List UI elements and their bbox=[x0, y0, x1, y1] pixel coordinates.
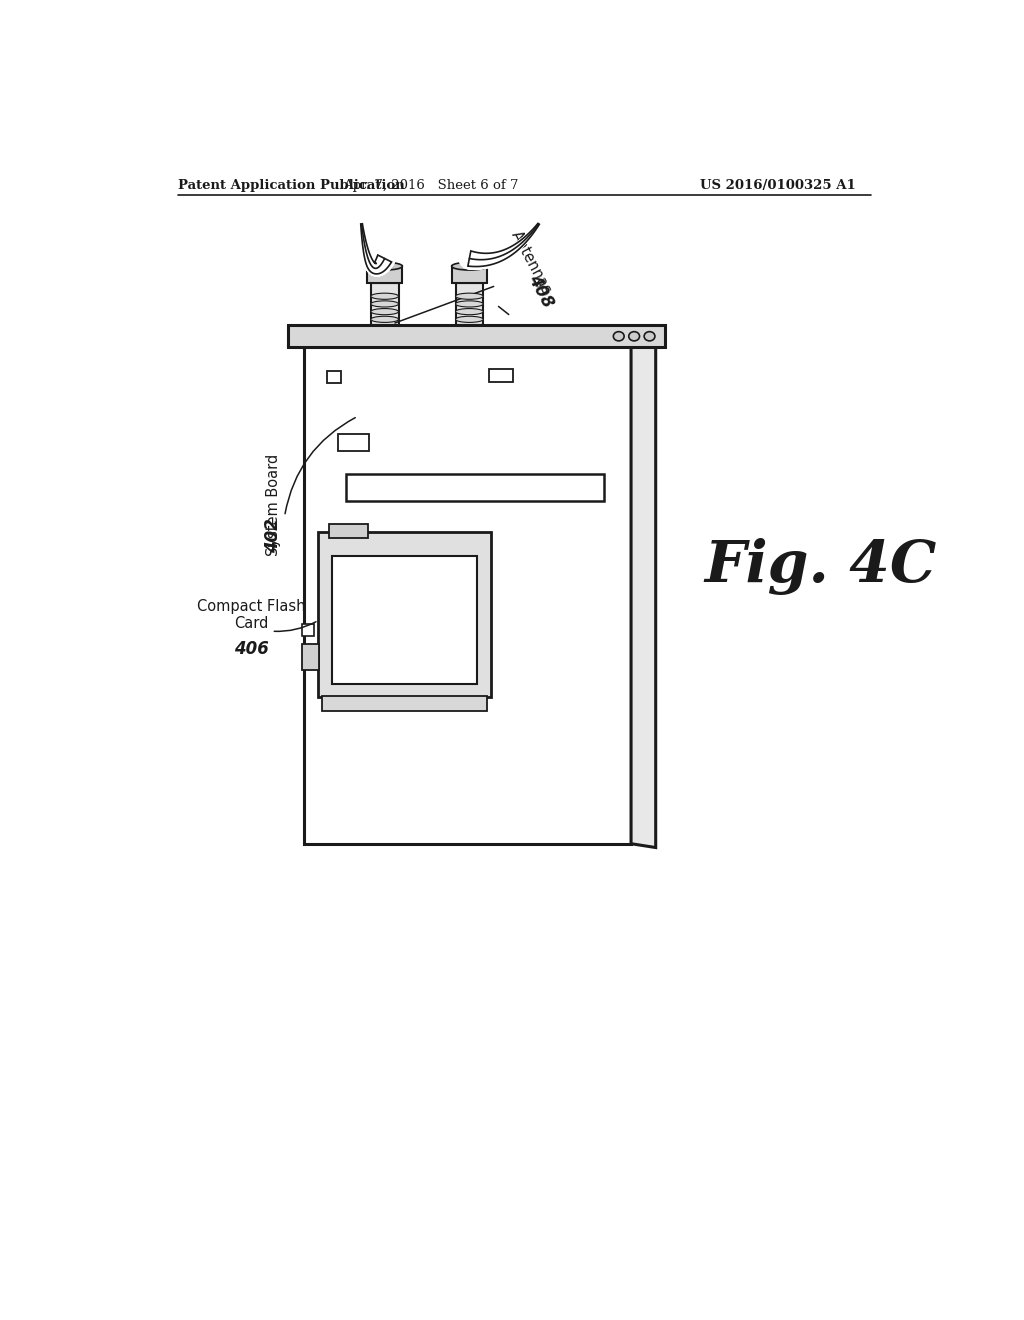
Ellipse shape bbox=[644, 331, 655, 341]
Bar bbox=[330, 524, 368, 539]
Ellipse shape bbox=[371, 293, 398, 300]
Text: 402: 402 bbox=[264, 519, 282, 553]
Bar bbox=[332, 557, 477, 684]
Ellipse shape bbox=[452, 263, 487, 271]
Text: 408: 408 bbox=[524, 271, 557, 310]
Ellipse shape bbox=[456, 301, 483, 308]
Text: Compact Flash
Card: Compact Flash Card bbox=[198, 599, 306, 631]
Bar bbox=[322, 696, 487, 711]
Polygon shape bbox=[289, 326, 665, 347]
Ellipse shape bbox=[456, 309, 483, 314]
Bar bbox=[339, 434, 370, 451]
Ellipse shape bbox=[371, 309, 398, 314]
Text: Fig. 4C: Fig. 4C bbox=[705, 539, 937, 595]
Ellipse shape bbox=[629, 331, 640, 341]
Bar bbox=[317, 532, 490, 697]
Bar bbox=[488, 368, 513, 381]
Bar bbox=[367, 267, 402, 284]
Polygon shape bbox=[631, 331, 655, 847]
Polygon shape bbox=[360, 224, 391, 275]
Text: Patent Application Publication: Patent Application Publication bbox=[178, 178, 406, 191]
Ellipse shape bbox=[371, 301, 398, 308]
Ellipse shape bbox=[456, 317, 483, 322]
Bar bbox=[452, 267, 487, 284]
Text: Apr. 7, 2016   Sheet 6 of 7: Apr. 7, 2016 Sheet 6 of 7 bbox=[343, 178, 518, 191]
Polygon shape bbox=[295, 330, 655, 343]
Ellipse shape bbox=[371, 317, 398, 322]
Text: 406: 406 bbox=[234, 640, 269, 657]
Bar bbox=[346, 474, 604, 502]
Bar bbox=[327, 371, 341, 383]
Bar bbox=[302, 624, 313, 636]
Polygon shape bbox=[304, 343, 631, 843]
Bar bbox=[456, 284, 483, 326]
Bar bbox=[302, 644, 319, 671]
Text: System Board: System Board bbox=[265, 454, 281, 556]
Text: US 2016/0100325 A1: US 2016/0100325 A1 bbox=[700, 178, 856, 191]
Ellipse shape bbox=[367, 263, 402, 271]
Polygon shape bbox=[468, 223, 540, 267]
Bar bbox=[371, 284, 398, 326]
Ellipse shape bbox=[613, 331, 625, 341]
Ellipse shape bbox=[456, 293, 483, 300]
Text: Antennas: Antennas bbox=[508, 228, 554, 297]
